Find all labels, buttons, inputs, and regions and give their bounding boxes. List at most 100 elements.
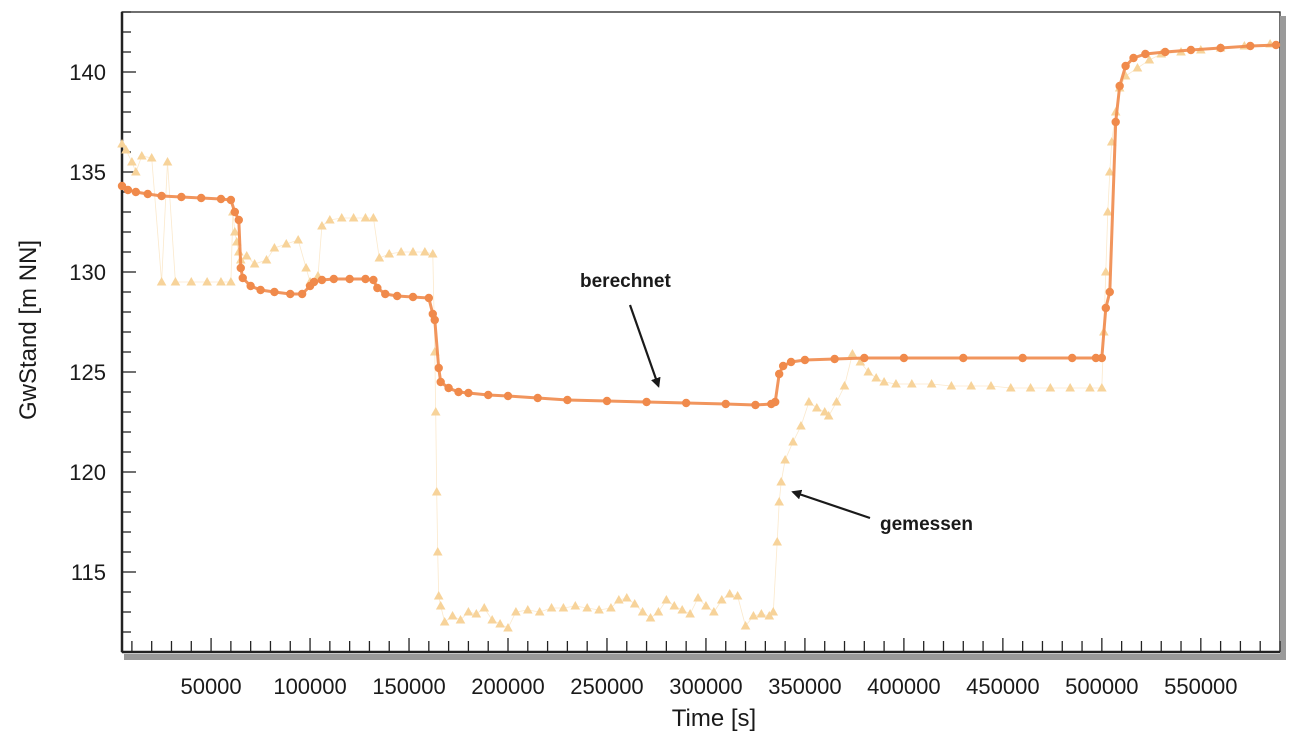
annotation-arrow-gemessen — [791, 489, 871, 520]
data-point-berechnet — [434, 363, 443, 373]
data-point-berechnet — [602, 396, 612, 406]
data-point-berechnet — [778, 361, 788, 371]
data-point-gemessen — [433, 591, 444, 600]
data-point-gemessen — [645, 613, 656, 622]
data-point-berechnet — [373, 283, 382, 293]
data-point-gemessen — [495, 619, 505, 628]
data-point-gemessen — [907, 379, 917, 388]
data-point-gemessen — [768, 607, 779, 616]
data-point-gemessen — [701, 601, 711, 610]
data-point-gemessen — [471, 609, 482, 618]
data-point-berechnet — [157, 191, 166, 201]
data-point-gemessen — [396, 247, 406, 256]
data-point-berechnet — [329, 274, 339, 284]
data-point-berechnet — [361, 274, 370, 284]
data-point-gemessen — [863, 367, 874, 376]
data-point-gemessen — [261, 255, 272, 264]
data-point-berechnet — [444, 383, 453, 393]
x-axis-title: Time [s] — [672, 705, 756, 732]
data-point-berechnet — [369, 275, 378, 285]
data-point-gemessen — [716, 595, 727, 604]
x-tick-label: 100000 — [273, 674, 346, 699]
data-point-gemessen — [1101, 267, 1111, 276]
data-point-gemessen — [455, 615, 466, 624]
data-point-berechnet — [1101, 303, 1111, 313]
data-point-gemessen — [614, 595, 624, 604]
data-point-gemessen — [1104, 167, 1115, 176]
data-point-gemessen — [774, 497, 784, 506]
data-point-berechnet — [309, 277, 319, 287]
data-point-gemessen — [427, 249, 438, 258]
data-point-gemessen — [661, 595, 672, 604]
data-point-gemessen — [301, 263, 311, 272]
data-point-berechnet — [424, 293, 434, 303]
data-point-berechnet — [317, 275, 327, 285]
x-tick-label: 400000 — [867, 674, 940, 699]
data-point-berechnet — [226, 195, 236, 205]
data-point-berechnet — [860, 353, 869, 363]
data-point-berechnet — [117, 181, 127, 191]
data-point-berechnet — [1121, 61, 1130, 71]
data-point-gemessen — [430, 407, 441, 416]
y-axis-title: GwStand [m NN] — [15, 240, 42, 420]
series-berechnet — [117, 40, 1281, 410]
data-point-gemessen — [677, 605, 687, 614]
data-point-berechnet — [196, 193, 206, 203]
data-point-berechnet — [959, 353, 968, 363]
data-point-gemessen — [479, 603, 490, 612]
data-point-gemessen — [685, 609, 695, 618]
data-point-gemessen — [511, 607, 521, 616]
data-point-gemessen — [693, 593, 703, 602]
data-point-berechnet — [830, 354, 839, 364]
data-point-gemessen — [812, 403, 822, 412]
x-tick-label: 500000 — [1065, 674, 1138, 699]
annotation-label-berechnet: berechnet — [580, 271, 671, 292]
data-point-berechnet — [1160, 47, 1170, 57]
data-point-berechnet — [408, 292, 418, 302]
data-point-berechnet — [430, 315, 439, 325]
data-point-gemessen — [606, 603, 616, 612]
data-point-gemessen — [756, 609, 767, 618]
data-point-berechnet — [1105, 287, 1114, 297]
data-point-gemessen — [1005, 383, 1016, 392]
x-tick-label: 550000 — [1164, 674, 1237, 699]
data-point-gemessen — [772, 537, 783, 546]
data-point-gemessen — [847, 349, 858, 358]
data-point-gemessen — [669, 601, 680, 610]
data-point-berechnet — [236, 263, 245, 273]
data-point-gemessen — [1097, 383, 1107, 392]
data-point-gemessen — [582, 603, 592, 612]
data-point-gemessen — [780, 455, 790, 464]
data-point-berechnet — [286, 289, 295, 299]
y-tick-label: 125 — [69, 360, 106, 385]
data-point-gemessen — [127, 157, 137, 166]
data-point-gemessen — [831, 397, 842, 406]
annotation-label-gemessen: gemessen — [880, 514, 973, 535]
data-point-berechnet — [230, 207, 240, 217]
data-point-berechnet — [751, 400, 760, 410]
data-point-berechnet — [270, 287, 279, 297]
data-point-berechnet — [1246, 41, 1255, 51]
x-tick-label: 250000 — [570, 674, 643, 699]
data-point-berechnet — [1018, 353, 1027, 363]
data-point-gemessen — [709, 607, 719, 616]
data-point-berechnet — [345, 274, 354, 284]
data-point-gemessen — [724, 589, 735, 598]
data-point-berechnet — [454, 387, 463, 397]
x-tick-label: 350000 — [768, 674, 841, 699]
data-point-gemessen — [432, 547, 443, 556]
data-point-gemessen — [839, 381, 850, 390]
data-point-gemessen — [408, 247, 418, 256]
data-point-berechnet — [1271, 40, 1281, 50]
y-axis-ticks: 115 120 125 130 135 140 — [69, 11, 136, 653]
data-point-gemessen — [522, 605, 533, 614]
data-point-gemessen — [156, 277, 167, 286]
data-point-berechnet — [1115, 81, 1124, 91]
data-point-gemessen — [241, 251, 252, 260]
data-point-berechnet — [131, 187, 141, 197]
data-point-berechnet — [503, 391, 513, 401]
data-point-gemessen — [788, 437, 798, 446]
data-point-berechnet — [143, 189, 152, 199]
data-point-berechnet — [216, 194, 226, 204]
data-point-gemessen — [1025, 383, 1036, 392]
